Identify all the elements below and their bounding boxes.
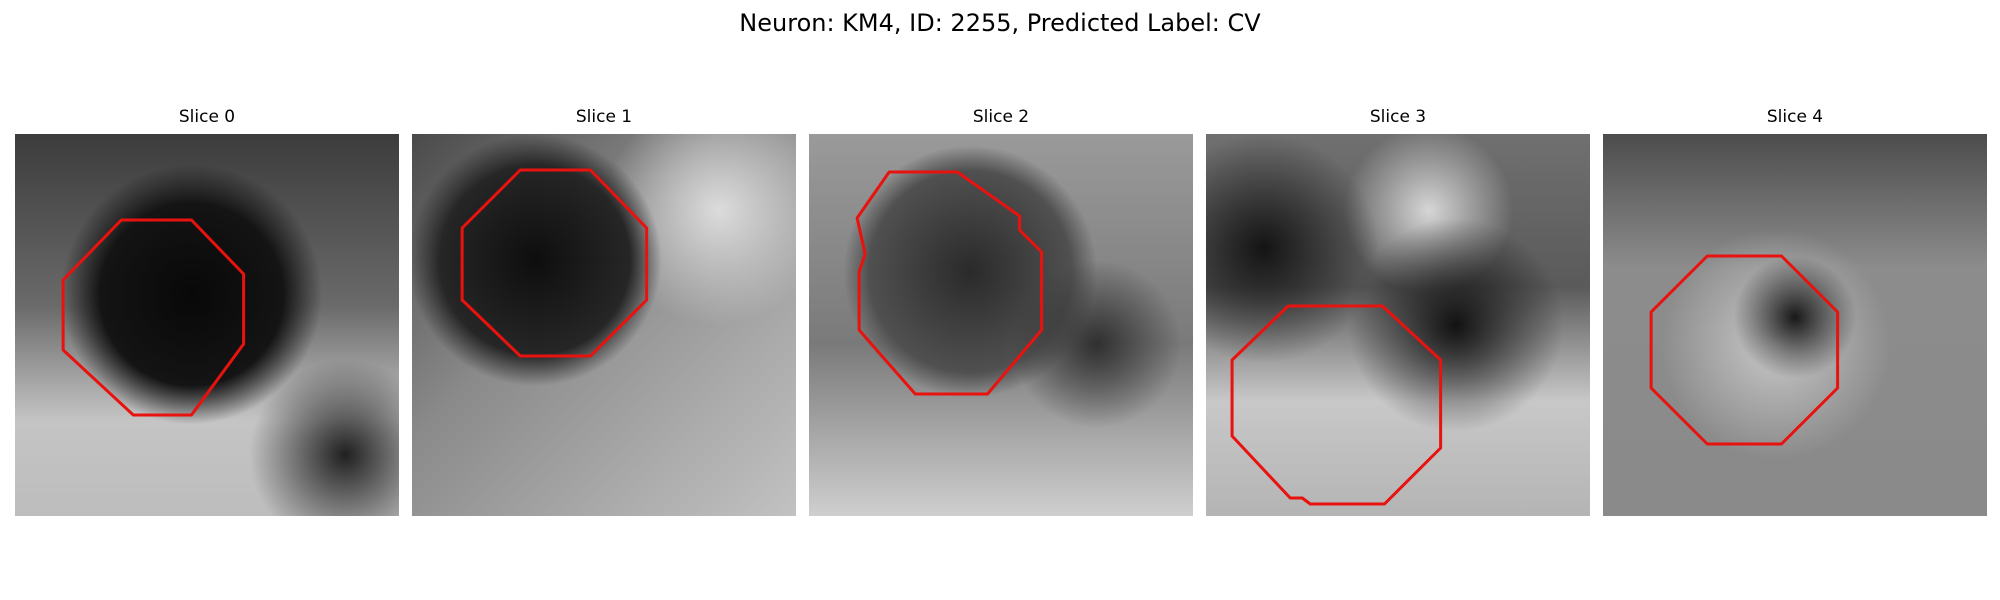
- slice-image-3: [1206, 134, 1590, 516]
- roi-outline-4: [1649, 254, 1840, 446]
- slice-panel-0: Slice 0: [15, 105, 399, 516]
- slice-panel-4: Slice 4: [1603, 105, 1987, 516]
- slice-image-0: [15, 134, 399, 516]
- slice-panel-2: Slice 2: [809, 105, 1193, 516]
- slice-image-1: [412, 134, 796, 516]
- slice-title-3: Slice 3: [1369, 107, 1427, 127]
- slice-title-0: Slice 0: [178, 107, 236, 127]
- slice-panel-3: Slice 3: [1206, 105, 1590, 516]
- slice-title-4: Slice 4: [1766, 107, 1824, 127]
- roi-outline-2: [855, 170, 1044, 396]
- slice-panel-1: Slice 1: [412, 105, 796, 516]
- roi-outline-3: [1230, 304, 1443, 506]
- slice-image-4: [1603, 134, 1987, 516]
- slice-title-2: Slice 2: [972, 107, 1030, 127]
- slice-title-1: Slice 1: [575, 107, 633, 127]
- figure-title: Neuron: KM4, ID: 2255, Predicted Label: …: [739, 9, 1261, 37]
- roi-outline-1: [460, 168, 649, 358]
- slice-image-2: [809, 134, 1193, 516]
- roi-outline-0: [61, 218, 246, 417]
